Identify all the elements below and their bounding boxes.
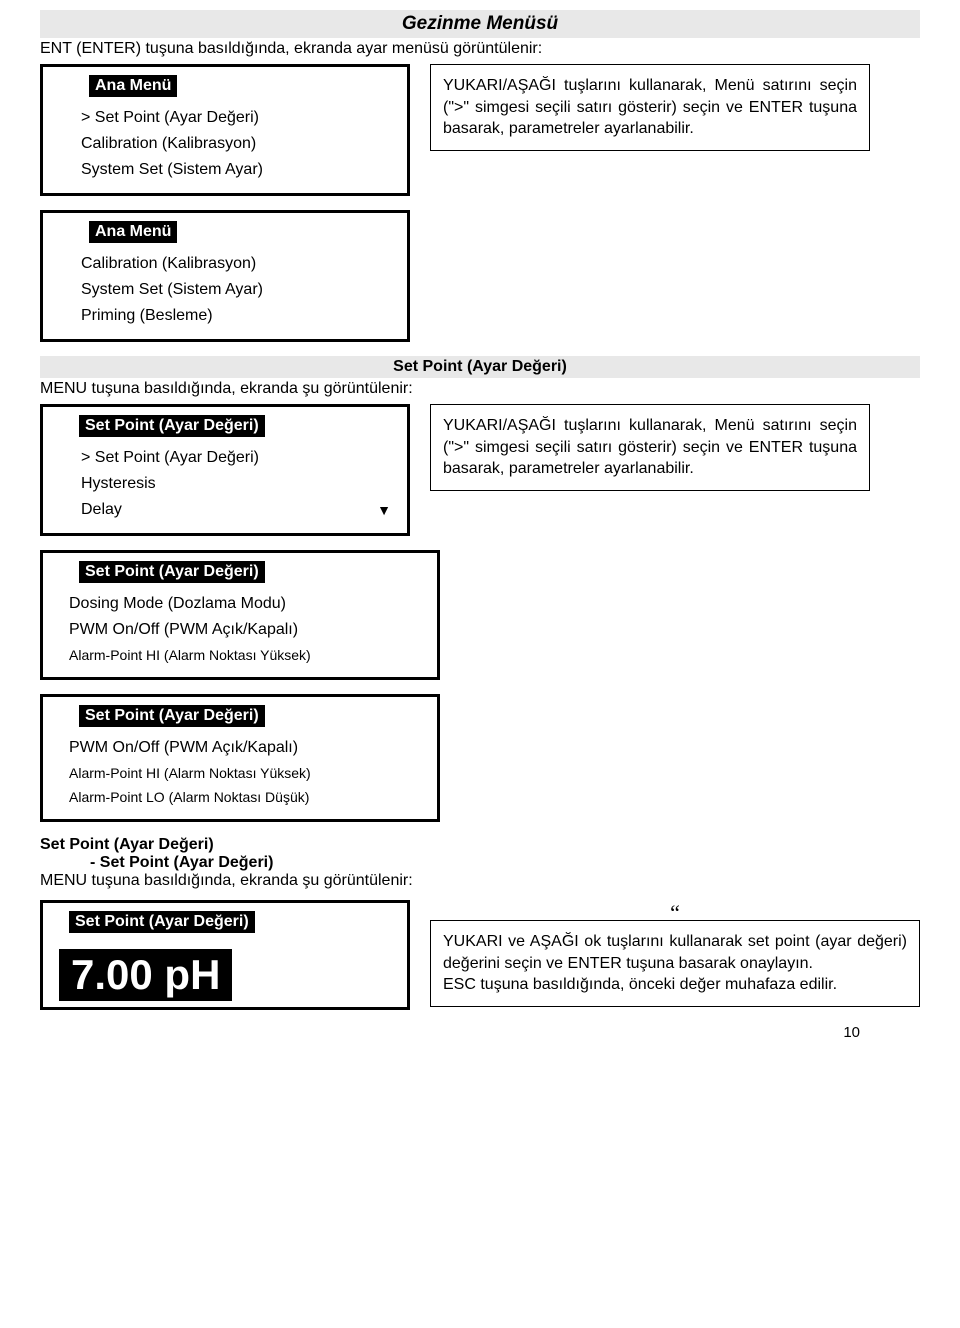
menu-box-2: Ana Menü Calibration (Kalibrasyon) Syste…: [40, 210, 410, 342]
menu3-line2: Hysteresis: [59, 471, 391, 497]
menu3-line1: > Set Point (Ayar Değeri): [59, 445, 391, 471]
menu2-line3: Priming (Besleme): [59, 303, 391, 329]
menu-box-5: Set Point (Ayar Değeri) PWM On/Off (PWM …: [40, 694, 440, 822]
page-title-bar: Gezinme Menüsü: [40, 10, 920, 38]
plain-sub-setpoint: - Set Point (Ayar Değeri): [90, 854, 920, 872]
menu-box-1: Ana Menü > Set Point (Ayar Değeri) Calib…: [40, 64, 410, 196]
menu1-line1: > Set Point (Ayar Değeri): [59, 105, 391, 131]
section-title-setpoint: Set Point (Ayar Değeri): [40, 356, 920, 378]
menu1-line3: System Set (Sistem Ayar): [59, 157, 391, 183]
row-box3-info2: Set Point (Ayar Değeri) > Set Point (Aya…: [40, 404, 920, 536]
info-box-2: YUKARI/AŞAĞI tuşlarını kullanarak, Menü …: [430, 404, 870, 491]
menu-header-ana-menu-2: Ana Menü: [89, 221, 177, 243]
row-box1-info1: Ana Menü > Set Point (Ayar Değeri) Calib…: [40, 64, 920, 196]
row-box2: Ana Menü Calibration (Kalibrasyon) Syste…: [40, 210, 920, 342]
info3-wrapper: “ YUKARI ve AŞAĞI ok tuşlarını kullanara…: [430, 900, 920, 1007]
menu3-line3-text: Delay: [81, 501, 122, 519]
row-box5: Set Point (Ayar Değeri) PWM On/Off (PWM …: [40, 694, 920, 822]
menu-header-setpoint-1: Set Point (Ayar Değeri): [79, 415, 265, 437]
intro-text-1: ENT (ENTER) tuşuna basıldığında, ekranda…: [40, 40, 920, 58]
menu2-line2: System Set (Sistem Ayar): [59, 277, 391, 303]
down-arrow-icon: ▼: [377, 502, 391, 518]
info-box-3: YUKARI ve AŞAĞI ok tuşlarını kullanarak …: [430, 920, 920, 1007]
value-box: Set Point (Ayar Değeri) 7.00 pH: [40, 900, 410, 1010]
menu5-line2: Alarm-Point HI (Alarm Noktası Yüksek): [59, 761, 421, 785]
menu-box-3: Set Point (Ayar Değeri) > Set Point (Aya…: [40, 404, 410, 536]
menu-header-setpoint-2: Set Point (Ayar Değeri): [79, 561, 265, 583]
menu4-line3: Alarm-Point HI (Alarm Noktası Yüksek): [59, 643, 421, 667]
menu-header-ana-menu-1: Ana Menü: [89, 75, 177, 97]
menu1-line2: Calibration (Kalibrasyon): [59, 131, 391, 157]
value-box-header: Set Point (Ayar Değeri): [69, 911, 255, 933]
menu3-line3: Delay ▼: [59, 497, 391, 523]
menu4-line1: Dosing Mode (Dozlama Modu): [59, 591, 421, 617]
plain-heading-setpoint: Set Point (Ayar Değeri): [40, 836, 920, 854]
menu-box-4: Set Point (Ayar Değeri) Dosing Mode (Doz…: [40, 550, 440, 680]
page-number: 10: [40, 1024, 920, 1041]
menu2-line1: Calibration (Kalibrasyon): [59, 251, 391, 277]
row-valuebox-info3: Set Point (Ayar Değeri) 7.00 pH “ YUKARI…: [40, 900, 920, 1010]
intro-text-3: MENU tuşuna basıldığında, ekranda şu gör…: [40, 872, 920, 890]
row-box4: Set Point (Ayar Değeri) Dosing Mode (Doz…: [40, 550, 920, 680]
info-box-1: YUKARI/AŞAĞI tuşlarını kullanarak, Menü …: [430, 64, 870, 151]
menu4-line2: PWM On/Off (PWM Açık/Kapalı): [59, 617, 421, 643]
intro-text-2: MENU tuşuna basıldığında, ekranda şu gör…: [40, 380, 920, 398]
ph-value: 7.00 pH: [59, 949, 232, 1001]
menu-header-setpoint-3: Set Point (Ayar Değeri): [79, 705, 265, 727]
menu5-line3: Alarm-Point LO (Alarm Noktası Düşük): [59, 785, 421, 809]
menu5-line1: PWM On/Off (PWM Açık/Kapalı): [59, 735, 421, 761]
